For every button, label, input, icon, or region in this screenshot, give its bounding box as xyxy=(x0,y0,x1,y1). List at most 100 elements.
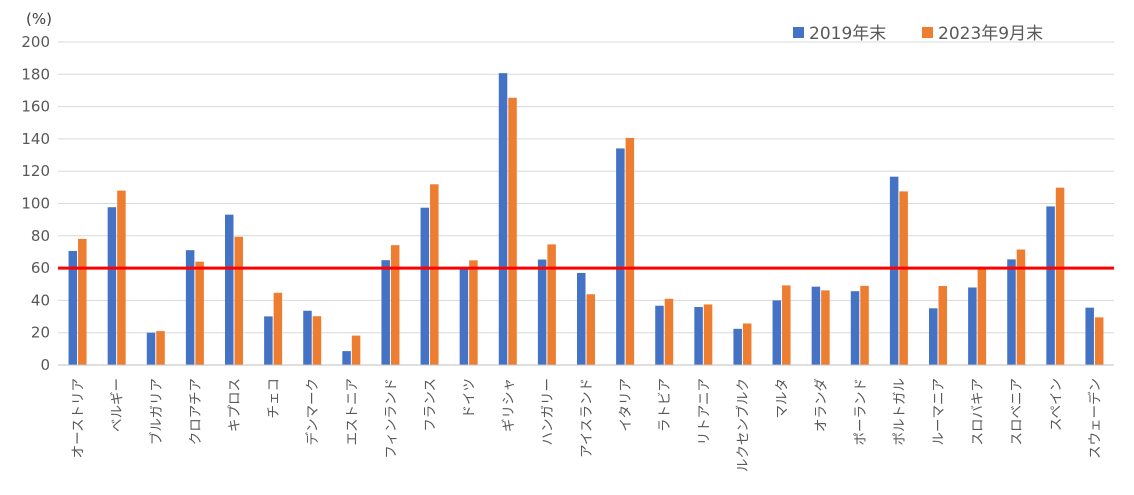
x-category-label: ギリシャ xyxy=(501,378,517,432)
legend-label-1: 2019年末 xyxy=(809,24,886,44)
bar-s1-12 xyxy=(537,259,547,365)
x-category-label: クロアチア xyxy=(188,378,204,445)
bar-s1-20 xyxy=(850,291,860,365)
bar-s1-2 xyxy=(146,332,156,365)
bar-s2-7 xyxy=(351,335,361,365)
bar-s1-15 xyxy=(655,305,664,365)
y-tick-label: 20 xyxy=(31,324,50,342)
bar-s1-3 xyxy=(185,250,195,365)
x-category-label: ドイツ xyxy=(462,378,478,419)
y-tick-label: 120 xyxy=(21,162,50,180)
bar-s1-19 xyxy=(811,286,821,365)
bar-s1-25 xyxy=(1046,206,1055,365)
bar-s2-12 xyxy=(547,244,556,365)
x-category-label: ラトビア xyxy=(657,378,673,432)
legend-label-2: 2023年9月末 xyxy=(938,24,1043,44)
x-category-label: チェコ xyxy=(266,378,282,419)
x-category-label: ハンガリー xyxy=(540,378,556,446)
bar-s2-26 xyxy=(1094,317,1104,365)
bar-s2-4 xyxy=(234,236,243,365)
bar-s1-8 xyxy=(381,260,390,365)
bar-s2-11 xyxy=(508,97,517,365)
bar-s1-4 xyxy=(225,214,234,365)
bar-s2-14 xyxy=(625,137,635,365)
y-axis-ticks: 0 20 40 60 80 100 120 140 160 180 200 xyxy=(21,33,50,374)
y-tick-label: 200 xyxy=(21,33,50,51)
bar-s2-3 xyxy=(195,261,204,365)
bar-s1-14 xyxy=(616,148,625,365)
x-category-label: フィンランド xyxy=(383,378,399,459)
bar-s2-22 xyxy=(938,286,947,365)
bar-s2-15 xyxy=(664,298,674,365)
y-tick-label: 180 xyxy=(21,65,50,83)
y-tick-label: 140 xyxy=(21,130,50,148)
y-tick-label: 160 xyxy=(21,98,50,116)
x-category-label: ブルガリア xyxy=(148,378,165,445)
y-tick-label: 0 xyxy=(40,356,50,374)
x-category-label: オランダ xyxy=(814,378,830,432)
bar-s2-10 xyxy=(469,260,478,365)
x-category-label: キプロス xyxy=(227,378,243,432)
bar-s1-21 xyxy=(889,176,899,365)
bar-s2-17 xyxy=(742,323,752,365)
x-category-label: マルタ xyxy=(775,378,791,419)
legend-swatch-1 xyxy=(793,27,804,38)
bar-s1-22 xyxy=(929,308,938,365)
bar-s1-24 xyxy=(1007,259,1016,365)
bar-s2-24 xyxy=(1016,249,1026,365)
bars xyxy=(68,73,1104,366)
bar-s2-2 xyxy=(156,331,165,365)
bar-s1-13 xyxy=(577,272,586,365)
gridlines xyxy=(58,41,1114,334)
x-category-label: リトアニア xyxy=(696,378,712,445)
legend: 2019年末 2023年9月末 xyxy=(793,24,1043,44)
bar-s1-16 xyxy=(694,307,703,365)
bar-s1-23 xyxy=(968,287,977,365)
bar-s2-6 xyxy=(312,316,322,365)
bar-s2-1 xyxy=(117,190,126,365)
bar-s1-17 xyxy=(733,328,742,365)
x-axis-category-labels: オーストリア ベルギー ブルガリア クロアチア キプロス チェコ デンマーク エストニア フィン… xyxy=(71,378,1104,472)
x-category-label: ポルトガル xyxy=(892,378,908,446)
y-tick-label: 80 xyxy=(31,227,50,245)
bar-s1-10 xyxy=(459,268,469,365)
x-category-label: スペイン xyxy=(1048,378,1064,431)
bar-s1-7 xyxy=(342,351,351,365)
bar-s1-11 xyxy=(498,73,508,366)
y-tick-label: 40 xyxy=(31,291,50,309)
x-category-label: エストニア xyxy=(344,378,360,446)
bar-s2-18 xyxy=(782,285,791,365)
x-category-label: スロバキア xyxy=(970,378,986,446)
bar-s2-9 xyxy=(430,184,439,365)
x-category-label: ポーランド xyxy=(853,378,869,446)
bar-s2-13 xyxy=(586,294,595,365)
bar-s2-25 xyxy=(1055,187,1065,365)
bar-s1-6 xyxy=(303,310,312,365)
legend-swatch-2 xyxy=(922,27,933,38)
bar-s2-0 xyxy=(78,238,87,365)
x-category-label: スウェーデン xyxy=(1086,378,1103,459)
bar-s1-9 xyxy=(420,207,430,365)
x-category-label: ベルギー xyxy=(110,378,126,432)
x-category-label: アイスランド xyxy=(579,378,595,458)
bar-s1-5 xyxy=(264,316,273,365)
bar-s2-23 xyxy=(977,268,987,365)
x-category-label: オーストリア xyxy=(71,378,87,458)
x-category-label: デンマーク xyxy=(304,378,321,446)
bar-s2-19 xyxy=(821,290,830,365)
bar-s1-0 xyxy=(68,250,78,365)
bar-s2-5 xyxy=(273,292,283,365)
x-category-label: ルクセンブルク xyxy=(734,378,751,472)
bar-s2-16 xyxy=(703,304,713,365)
bar-s1-18 xyxy=(772,300,782,365)
bar-s2-8 xyxy=(390,245,400,365)
x-category-label: イタリア xyxy=(618,378,634,431)
x-category-label: フランス xyxy=(423,378,439,432)
y-axis-unit-label: (%) xyxy=(26,10,52,28)
bar-s1-26 xyxy=(1085,307,1094,365)
y-tick-label: 60 xyxy=(31,259,50,277)
bar-s1-1 xyxy=(107,207,117,365)
y-tick-label: 100 xyxy=(21,195,50,213)
x-category-label: スロベニア xyxy=(1009,378,1025,446)
